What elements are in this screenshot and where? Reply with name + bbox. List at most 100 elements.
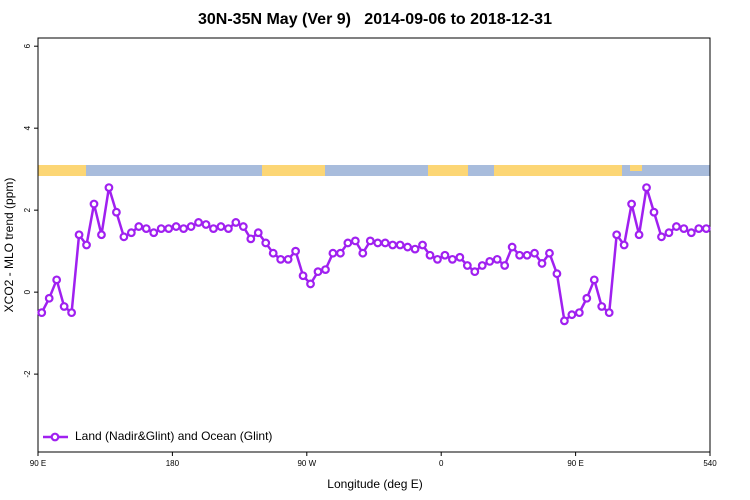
data-point — [291, 246, 301, 256]
data-point — [537, 259, 547, 268]
data-point — [194, 218, 203, 227]
data-point — [171, 222, 181, 231]
legend-marker — [50, 432, 60, 442]
data-point — [433, 254, 442, 264]
ocean-band — [38, 165, 710, 176]
data-point — [686, 228, 696, 238]
data-point — [567, 310, 577, 320]
data-point — [164, 224, 174, 234]
data-point — [67, 308, 76, 318]
data-point — [515, 250, 524, 260]
data-point — [418, 240, 427, 250]
x-tick-label: 90 W — [297, 459, 316, 468]
data-point — [694, 224, 704, 234]
data-point — [455, 252, 465, 262]
data-point — [582, 293, 592, 303]
x-tick-label: 540 — [703, 459, 717, 468]
y-tick-label: 0 — [23, 289, 32, 294]
data-point — [336, 248, 345, 258]
data-point — [350, 236, 360, 246]
series-line — [40, 187, 707, 324]
data-point — [395, 240, 405, 250]
data-point — [560, 316, 569, 326]
data-point — [343, 238, 353, 248]
land-band — [38, 165, 86, 176]
y-axis-label: XCO2 - MLO trend (ppm) — [2, 178, 16, 313]
data-point — [44, 293, 54, 303]
data-point — [306, 279, 315, 289]
data-point — [328, 248, 338, 258]
data-point — [97, 230, 106, 240]
data-point — [485, 256, 495, 266]
data-point — [141, 224, 151, 234]
y-tick-label: 4 — [23, 125, 32, 130]
data-point — [507, 242, 517, 252]
chart-title: 30N-35N May (Ver 9) 2014-09-06 to 2018-1… — [198, 11, 552, 28]
data-point — [679, 224, 689, 234]
land-band — [428, 165, 468, 176]
data-point — [492, 254, 502, 264]
data-point — [59, 302, 69, 311]
x-tick-label: 180 — [166, 459, 180, 468]
data-point — [209, 224, 218, 234]
data-point — [119, 232, 129, 242]
x-tick-label: 0 — [439, 459, 444, 468]
data-point — [545, 248, 554, 258]
data-point — [672, 222, 681, 231]
data-point — [104, 183, 114, 193]
data-point — [380, 238, 390, 248]
data-point — [276, 254, 286, 264]
land-band — [262, 165, 325, 176]
data-point — [246, 234, 256, 244]
y-tick-label: -2 — [23, 370, 32, 378]
data-point — [223, 224, 233, 234]
data-point — [425, 250, 435, 260]
data-point — [82, 240, 91, 250]
data-point — [216, 222, 226, 231]
y-tick-label: 2 — [23, 207, 32, 212]
data-point — [522, 250, 532, 260]
data-point — [388, 240, 398, 250]
data-point — [268, 248, 278, 258]
data-point — [313, 267, 323, 277]
data-point — [604, 308, 614, 318]
data-point — [74, 230, 84, 240]
data-point — [634, 230, 644, 240]
data-point — [231, 218, 241, 227]
data-point — [477, 261, 487, 270]
data-point — [52, 275, 62, 285]
land-band — [494, 165, 622, 176]
data-point — [410, 244, 420, 254]
data-point — [186, 222, 196, 231]
data-point — [134, 222, 144, 231]
x-axis-label: Longitude (deg E) — [327, 477, 422, 491]
data-point — [612, 230, 622, 240]
data-point — [642, 183, 651, 193]
data-point — [701, 224, 711, 234]
data-point — [462, 261, 472, 270]
data-point — [126, 228, 136, 238]
data-point — [261, 238, 271, 248]
land-band — [630, 165, 642, 171]
data-point — [283, 254, 293, 264]
data-point — [321, 265, 330, 274]
data-point — [500, 261, 510, 270]
data-point — [358, 248, 368, 258]
data-point — [403, 242, 413, 252]
data-point — [89, 199, 99, 209]
y-tick-label: 6 — [23, 43, 32, 48]
data-point — [37, 308, 47, 318]
data-point — [373, 238, 383, 248]
data-point — [448, 254, 457, 264]
data-point — [589, 275, 599, 285]
data-point — [201, 220, 211, 229]
data-point — [649, 207, 659, 217]
data-point — [619, 240, 629, 250]
plot-frame — [37, 37, 711, 453]
data-point — [298, 271, 308, 281]
data-point — [111, 207, 121, 217]
data-point — [179, 224, 189, 234]
legend-label: Land (Nadir&Glint) and Ocean (Glint) — [75, 429, 272, 443]
data-point — [470, 267, 480, 277]
